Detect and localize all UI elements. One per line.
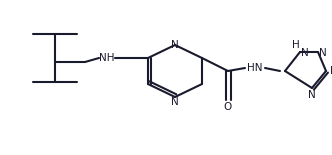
Text: NH: NH <box>99 53 115 63</box>
Text: N: N <box>301 48 309 58</box>
Text: H: H <box>292 40 300 50</box>
Text: N: N <box>330 66 332 76</box>
Text: N: N <box>171 97 179 107</box>
Text: HN: HN <box>247 63 263 73</box>
Text: N: N <box>308 90 316 100</box>
Text: O: O <box>224 102 232 112</box>
Text: N: N <box>319 48 327 58</box>
Text: N: N <box>171 40 179 50</box>
